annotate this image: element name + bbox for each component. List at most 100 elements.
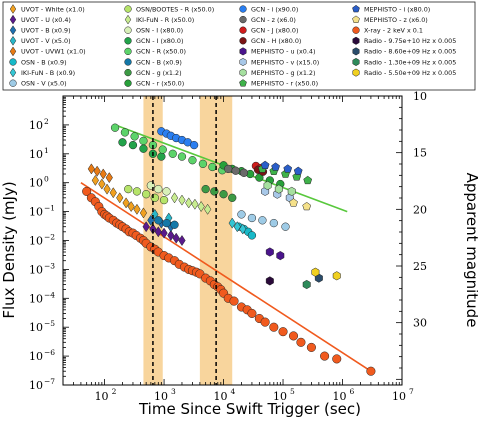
legend-marker bbox=[124, 79, 132, 87]
data-point bbox=[109, 187, 117, 199]
data-point bbox=[139, 144, 148, 153]
legend-label: OSN - I (x80.0) bbox=[136, 27, 183, 35]
data-point bbox=[127, 200, 135, 213]
y-tick-label: 10 bbox=[29, 350, 43, 363]
shaded-band bbox=[143, 96, 163, 385]
legend-label: GCN - B (x0.9) bbox=[136, 58, 182, 66]
y-tick-label: 10 bbox=[29, 206, 43, 219]
legend-marker bbox=[9, 4, 17, 14]
data-point bbox=[82, 186, 92, 196]
data-point bbox=[228, 193, 237, 202]
legend-marker bbox=[352, 57, 360, 67]
data-point bbox=[120, 128, 130, 137]
y-tick-label: 10 bbox=[29, 177, 43, 190]
data-point bbox=[229, 296, 239, 306]
data-point bbox=[98, 178, 106, 190]
data-point bbox=[118, 138, 127, 147]
data-point bbox=[159, 195, 169, 205]
y-tick-label: 10 bbox=[29, 148, 43, 161]
data-point bbox=[260, 160, 270, 170]
data-point bbox=[263, 180, 272, 191]
legend-label: GCN - i (x90.0) bbox=[251, 5, 298, 13]
data-point bbox=[247, 308, 257, 318]
y-tick-label: 10 bbox=[29, 379, 43, 392]
data-point bbox=[178, 194, 186, 206]
data-point bbox=[302, 201, 312, 211]
data-point bbox=[149, 223, 157, 235]
data-point bbox=[87, 163, 95, 175]
data-point bbox=[265, 247, 274, 257]
plot-frame bbox=[62, 95, 403, 386]
axes: 10 2 10 3 10 4 10 5 10 6 10 710 −710 −610 −510 −410 −310… bbox=[29, 90, 427, 403]
legend-marker bbox=[352, 4, 360, 13]
data-point bbox=[189, 140, 199, 150]
y-tick-label: 10 bbox=[29, 263, 43, 276]
data-point bbox=[160, 227, 168, 239]
y2-tick-label: 15 bbox=[413, 147, 427, 160]
legend-label: UVOT - UVW1 (x1.0) bbox=[21, 48, 86, 56]
legend-marker bbox=[124, 37, 132, 45]
legend-label: OSN/BOOTES - R (x50.0) bbox=[136, 5, 214, 13]
legend-marker bbox=[239, 47, 247, 56]
data-point bbox=[320, 351, 330, 361]
x-tick-exp: 7 bbox=[409, 387, 414, 396]
x-tick-exp: 6 bbox=[350, 387, 355, 396]
data-point bbox=[283, 164, 293, 173]
y2-tick-label: 20 bbox=[413, 203, 427, 216]
legend-marker bbox=[352, 68, 360, 77]
y-tick-exp: 2 bbox=[44, 117, 49, 126]
y-tick-exp: −7 bbox=[44, 377, 55, 386]
y-tick-exp: −4 bbox=[44, 290, 55, 299]
legend-label: MEPHISTO - z (x6.0) bbox=[364, 16, 428, 24]
data-point bbox=[287, 186, 296, 196]
data-point bbox=[231, 166, 240, 175]
legend-marker bbox=[239, 26, 247, 34]
data-point bbox=[260, 317, 270, 327]
y-tick-exp: −3 bbox=[44, 261, 55, 270]
legend-label: IKI-FuN - R (x50.0) bbox=[136, 16, 194, 24]
legend-label: MEPHISTO - g (x1.2) bbox=[251, 69, 315, 77]
data-point bbox=[116, 192, 124, 204]
legend-label: MEPHISTO - u (x0.4) bbox=[251, 48, 315, 56]
data-point bbox=[289, 198, 298, 207]
legend-box bbox=[2, 1, 476, 91]
legend-marker bbox=[352, 15, 360, 23]
data-point bbox=[247, 231, 257, 240]
data-point bbox=[288, 331, 299, 341]
data-point bbox=[210, 187, 219, 196]
data-point bbox=[219, 190, 228, 199]
data-point bbox=[237, 210, 246, 219]
y-tick-label: 10 bbox=[29, 235, 43, 248]
data-point bbox=[198, 159, 208, 168]
x-tick-label: 10 bbox=[273, 390, 287, 403]
y-axis-title: Flux Density (mJy) bbox=[0, 181, 18, 318]
x-tick-label: 10 bbox=[333, 390, 347, 403]
data-point bbox=[124, 184, 133, 194]
legend-marker bbox=[9, 35, 17, 46]
data-point bbox=[201, 184, 210, 194]
x-tick-exp: 5 bbox=[290, 387, 295, 396]
y-tick-label: 10 bbox=[29, 292, 43, 305]
data-point bbox=[332, 354, 342, 364]
data-point bbox=[197, 200, 205, 213]
y2-axis-title: Apparent magnitude bbox=[463, 173, 478, 328]
legend-marker bbox=[9, 25, 17, 36]
data-point bbox=[281, 222, 290, 231]
y-tick-exp: 0 bbox=[44, 175, 49, 184]
legend-marker bbox=[352, 47, 360, 56]
data-point bbox=[133, 203, 141, 215]
data-point bbox=[162, 187, 171, 196]
legend-label: UVOT - White (x1.0) bbox=[21, 5, 85, 13]
legend-label: Radio - 9.75e+10 Hz x 0.005 bbox=[364, 37, 456, 45]
legend-label: MEPHISTO - v (x15.0) bbox=[251, 58, 319, 66]
data-point bbox=[178, 234, 186, 247]
data-point bbox=[162, 218, 171, 228]
legend-marker bbox=[239, 15, 247, 24]
data-point bbox=[204, 203, 212, 215]
data-point bbox=[191, 198, 199, 210]
y2-tick-label: 10 bbox=[413, 90, 427, 103]
x-tick-exp: 4 bbox=[231, 387, 236, 396]
data-point bbox=[185, 197, 193, 209]
data-point bbox=[233, 221, 241, 233]
data-point bbox=[150, 193, 159, 202]
